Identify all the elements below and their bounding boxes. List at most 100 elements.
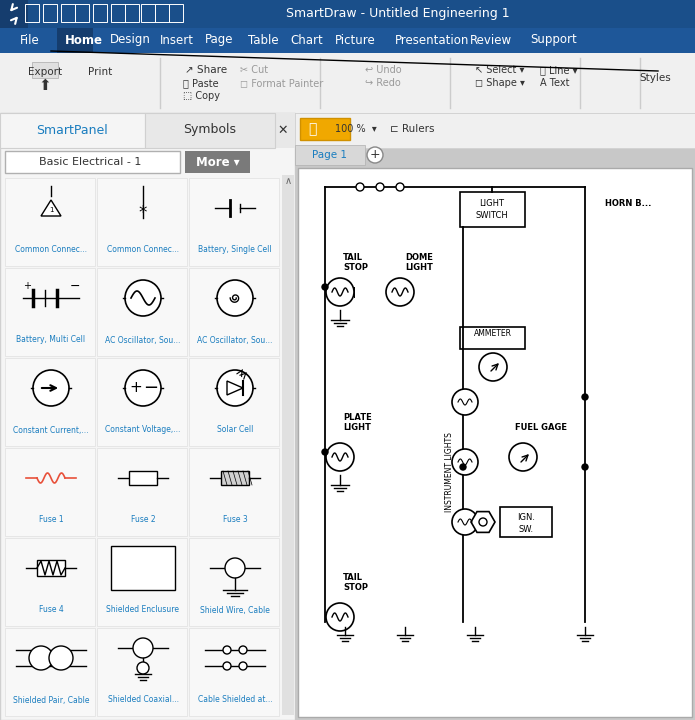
Bar <box>145 113 275 148</box>
Text: DOME: DOME <box>405 253 433 261</box>
Text: Basic Electrical - 1: Basic Electrical - 1 <box>39 157 141 167</box>
Text: 📋 Paste: 📋 Paste <box>183 78 219 88</box>
Text: Fuse 2: Fuse 2 <box>131 516 155 524</box>
Bar <box>5 538 95 626</box>
Text: Support: Support <box>530 34 577 47</box>
Text: ↪ Redo: ↪ Redo <box>365 78 401 88</box>
Bar <box>5 178 95 266</box>
Bar <box>5 268 95 356</box>
Text: Constant Current,...: Constant Current,... <box>13 426 89 434</box>
Bar <box>221 471 249 485</box>
Text: FUEL GAGE: FUEL GAGE <box>515 423 567 431</box>
Text: Export: Export <box>28 67 62 77</box>
Bar <box>460 327 525 349</box>
Bar <box>5 628 95 716</box>
Circle shape <box>33 370 69 406</box>
FancyBboxPatch shape <box>185 151 250 173</box>
Circle shape <box>460 464 466 470</box>
Text: AMMETER: AMMETER <box>474 328 512 338</box>
Text: ↗ Share: ↗ Share <box>185 65 227 75</box>
Text: Styles: Styles <box>639 73 671 83</box>
Circle shape <box>356 183 364 191</box>
FancyBboxPatch shape <box>0 113 295 720</box>
Circle shape <box>509 443 537 471</box>
Text: HORN B...: HORN B... <box>605 199 651 209</box>
Text: +: + <box>130 380 142 395</box>
FancyBboxPatch shape <box>295 113 695 720</box>
Text: ◻ Format Painter: ◻ Format Painter <box>240 78 323 88</box>
FancyBboxPatch shape <box>0 113 295 148</box>
Text: LIGHT: LIGHT <box>343 423 371 431</box>
Text: Home: Home <box>65 34 103 47</box>
Bar <box>97 178 187 266</box>
Text: Fuse 3: Fuse 3 <box>222 516 247 524</box>
Circle shape <box>452 449 478 475</box>
Circle shape <box>239 646 247 654</box>
Circle shape <box>322 284 328 290</box>
Bar <box>129 471 157 485</box>
Text: ∧: ∧ <box>284 176 292 186</box>
Polygon shape <box>227 381 243 395</box>
Text: ⟋ Line ▾: ⟋ Line ▾ <box>540 65 578 75</box>
Text: Presentation: Presentation <box>395 34 469 47</box>
Text: Fuse 1: Fuse 1 <box>39 516 63 524</box>
FancyBboxPatch shape <box>5 151 180 173</box>
Text: Common Connec...: Common Connec... <box>15 246 87 254</box>
Circle shape <box>376 183 384 191</box>
Text: Print: Print <box>88 67 112 77</box>
Bar <box>0 113 145 148</box>
Text: 100 %  ▾: 100 % ▾ <box>335 124 377 134</box>
Text: SmartDraw - Untitled Engineering 1: SmartDraw - Untitled Engineering 1 <box>286 7 509 20</box>
Bar <box>97 448 187 536</box>
Circle shape <box>322 449 328 455</box>
Bar <box>189 268 279 356</box>
Text: ⬚ Copy: ⬚ Copy <box>183 91 220 101</box>
Text: Chart: Chart <box>290 34 322 47</box>
Circle shape <box>582 464 588 470</box>
Text: Constant Voltage,...: Constant Voltage,... <box>106 426 181 434</box>
Circle shape <box>396 183 404 191</box>
Text: Shield Wire, Cable: Shield Wire, Cable <box>200 606 270 614</box>
Bar <box>25 4 39 22</box>
Text: TAIL: TAIL <box>343 253 363 261</box>
Polygon shape <box>41 200 61 216</box>
Bar <box>169 4 183 22</box>
Text: ◻ Shape ▾: ◻ Shape ▾ <box>475 78 525 88</box>
Text: 🔍: 🔍 <box>308 122 316 136</box>
Circle shape <box>367 147 383 163</box>
Circle shape <box>479 518 487 526</box>
FancyBboxPatch shape <box>0 0 695 28</box>
Text: AC Oscillator, Sou...: AC Oscillator, Sou... <box>106 336 181 344</box>
Text: SW.: SW. <box>518 524 534 534</box>
Text: 1: 1 <box>49 207 54 213</box>
Text: SmartPanel: SmartPanel <box>36 124 108 137</box>
Circle shape <box>326 278 354 306</box>
Text: STOP: STOP <box>343 582 368 592</box>
FancyBboxPatch shape <box>0 53 695 113</box>
Text: ↖ Select ▾: ↖ Select ▾ <box>475 65 524 75</box>
Circle shape <box>452 509 478 535</box>
Bar <box>460 192 525 227</box>
Circle shape <box>217 280 253 316</box>
Text: −: − <box>143 379 158 397</box>
Text: Shielded Coaxial...: Shielded Coaxial... <box>108 696 179 704</box>
FancyBboxPatch shape <box>0 0 28 28</box>
Bar <box>97 628 187 716</box>
Circle shape <box>239 662 247 670</box>
Text: LIGHT: LIGHT <box>480 199 505 207</box>
Bar <box>155 4 169 22</box>
Circle shape <box>29 646 53 670</box>
Bar <box>500 507 552 537</box>
Text: STOP: STOP <box>343 263 368 271</box>
Text: INSTRUMENT LIGHTS: INSTRUMENT LIGHTS <box>445 432 455 512</box>
Text: Common Connec...: Common Connec... <box>107 246 179 254</box>
Text: PLATE: PLATE <box>343 413 372 421</box>
FancyBboxPatch shape <box>300 118 350 140</box>
Polygon shape <box>471 512 495 532</box>
Bar <box>125 4 139 22</box>
Circle shape <box>133 638 153 658</box>
Text: Battery, Single Cell: Battery, Single Cell <box>198 246 272 254</box>
Text: −: − <box>70 279 80 292</box>
Bar <box>189 538 279 626</box>
Text: More ▾: More ▾ <box>196 156 240 168</box>
